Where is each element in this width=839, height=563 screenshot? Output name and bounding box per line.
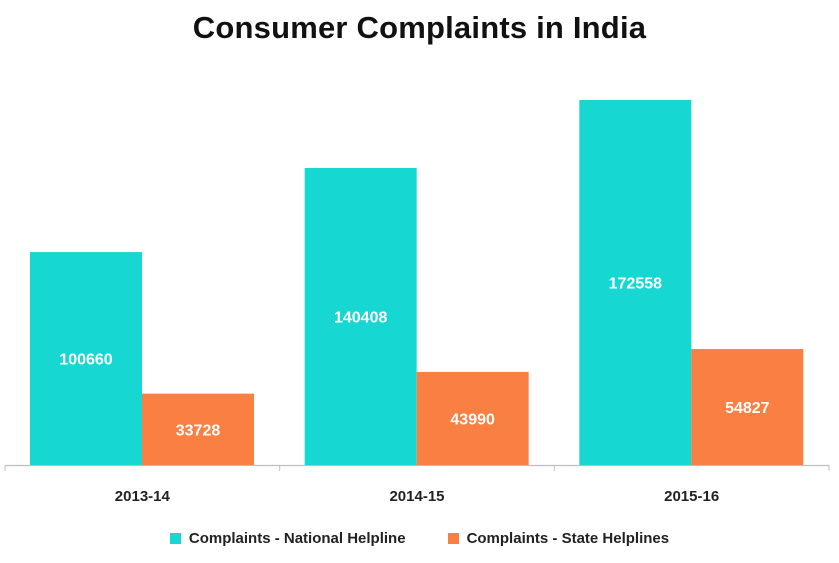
data-label: 100660: [59, 352, 112, 369]
legend-item-state: Complaints - State Helplines: [447, 530, 670, 547]
legend-swatch-national: [169, 533, 181, 544]
data-label: 140408: [334, 310, 387, 327]
data-label: 33728: [176, 422, 221, 439]
bar-state-2013-14: [142, 393, 254, 465]
data-label: 54827: [725, 400, 770, 417]
x-tick-label: 2013-14: [115, 488, 171, 505]
bar-national-2015-16: [579, 100, 692, 465]
chart-legend: Complaints - National Helpline Complaint…: [0, 530, 839, 547]
legend-item-national: Complaints - National Helpline: [169, 530, 406, 547]
bar-state-2014-15: [416, 371, 529, 465]
data-label: 43990: [450, 411, 495, 428]
x-tick-label: 2014-15: [389, 488, 444, 505]
bar-national-2014-15: [304, 168, 417, 465]
data-label: 172558: [609, 276, 662, 293]
legend-label-national: Complaints - National Helpline: [188, 530, 406, 547]
x-tick-label: 2015-16: [664, 488, 719, 505]
bar-national-2013-14: [30, 252, 142, 465]
chart-title: Consumer Complaints in India: [192, 10, 647, 45]
bar-state-2015-16: [691, 349, 804, 465]
legend-label-state: Complaints - State Helplines: [466, 530, 670, 547]
legend-swatch-state: [447, 533, 459, 544]
